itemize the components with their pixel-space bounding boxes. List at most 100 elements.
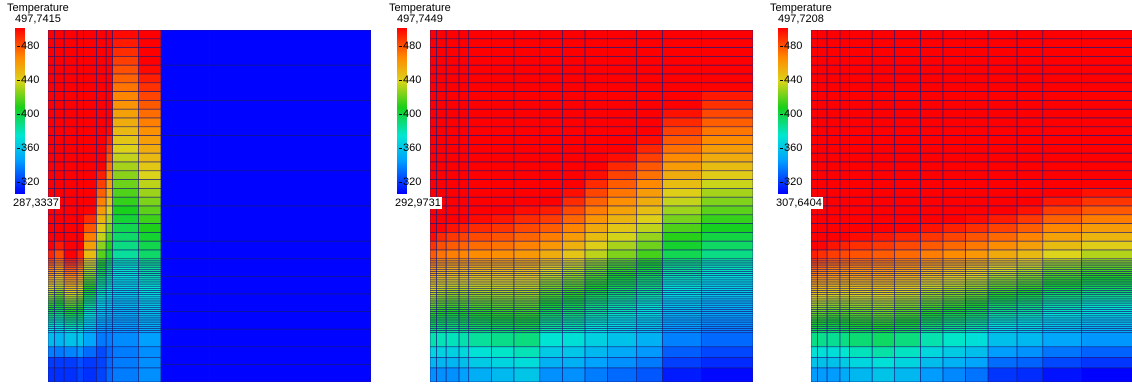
mesh-cell [871, 319, 896, 323]
mesh-cell [811, 330, 818, 334]
mesh-cell [562, 240, 586, 251]
mesh-cell [209, 135, 371, 172]
mesh-cell [513, 311, 541, 315]
mesh-cell [817, 264, 828, 268]
mesh-cell [636, 290, 663, 293]
temperature-field-plot [811, 30, 1132, 382]
mesh-cell [105, 307, 113, 310]
mesh-cell [138, 328, 162, 331]
mesh-cell [562, 64, 586, 75]
mesh-cell [826, 296, 841, 300]
mesh-cell [436, 56, 447, 66]
mesh-cell [562, 319, 586, 323]
mesh-cell [48, 240, 55, 251]
mesh-cell [491, 152, 515, 163]
mesh-cell [54, 144, 65, 154]
mesh-cell [96, 275, 107, 279]
mesh-cell [636, 285, 663, 289]
mesh-cell [76, 300, 84, 304]
mesh-cell [513, 367, 541, 382]
mesh-cell [63, 285, 78, 289]
mesh-cell [1016, 126, 1044, 136]
mesh-cell [63, 144, 78, 154]
mesh-cell [607, 328, 638, 331]
mesh-cell [105, 144, 113, 154]
mesh-cell [562, 317, 586, 321]
mesh-cell [942, 346, 966, 358]
mesh-cell [811, 258, 818, 262]
mesh-cell [871, 277, 896, 281]
mesh-cell [468, 275, 492, 279]
mesh-cell [965, 73, 989, 84]
mesh-cell [811, 283, 818, 287]
mesh-cell [105, 357, 113, 369]
mesh-cell [430, 321, 437, 325]
mesh-cell [96, 135, 107, 145]
mesh-cell [63, 38, 78, 48]
mesh-cell [701, 223, 753, 233]
mesh-cell [458, 273, 470, 276]
mesh-cell [83, 144, 97, 154]
mesh-cell [76, 232, 84, 242]
mesh-cell [965, 240, 989, 251]
mesh-cell [1081, 323, 1132, 327]
mesh-cell [83, 214, 97, 224]
mesh-cell [430, 223, 437, 233]
mesh-cell [839, 108, 850, 119]
mesh-cell [458, 269, 470, 272]
mesh-cell [826, 100, 841, 110]
mesh-cell [491, 311, 515, 315]
mesh-cell [430, 298, 437, 302]
mesh-cell [701, 307, 753, 310]
mesh-cell [942, 300, 966, 304]
mesh-cell [138, 108, 162, 119]
mesh-cell [849, 179, 873, 189]
mesh-cell [105, 232, 113, 242]
mesh-cell [539, 188, 563, 198]
mesh-cell [54, 290, 65, 293]
mesh-cell [987, 346, 1018, 358]
mesh-cell [105, 281, 113, 285]
mesh-cell [54, 269, 65, 272]
mesh-cell [1042, 170, 1082, 180]
mesh-cell [920, 249, 944, 260]
mesh-cell [76, 82, 84, 92]
mesh-cell [987, 144, 1018, 154]
mesh-cell [607, 317, 638, 321]
mesh-cell [662, 357, 702, 369]
mesh-cell [920, 317, 944, 321]
mesh-cell [1016, 30, 1044, 40]
mesh-cell [96, 323, 107, 327]
mesh-cell [445, 309, 460, 312]
mesh-cell [920, 126, 944, 136]
mesh-cell [513, 302, 541, 306]
mesh-cell [513, 290, 541, 293]
mesh-cell [539, 144, 563, 154]
mesh-cell [965, 223, 989, 233]
mesh-cell [112, 56, 139, 66]
mesh-cell [513, 275, 541, 279]
mesh-cell [817, 302, 828, 306]
mesh-cell [920, 144, 944, 154]
mesh-cell [112, 144, 139, 154]
mesh-cell [894, 266, 921, 270]
mesh-cell [539, 315, 563, 319]
mesh-cell [849, 309, 873, 312]
mesh-cell [826, 307, 841, 310]
mesh-cell [920, 326, 944, 329]
mesh-cell [811, 161, 818, 172]
mesh-cell [584, 144, 608, 154]
mesh-cell [894, 100, 921, 110]
mesh-cell [584, 91, 608, 101]
mesh-cell [1016, 279, 1044, 283]
mesh-cell [607, 126, 638, 136]
mesh-cell [811, 294, 818, 298]
mesh-cell [1081, 161, 1132, 172]
mesh-cell [1016, 269, 1044, 272]
mesh-cell [63, 56, 78, 66]
mesh-cell [48, 38, 55, 48]
mesh-cell [54, 285, 65, 289]
mesh-cell [112, 277, 139, 281]
mesh-cell [83, 279, 97, 283]
mesh-cell [63, 82, 78, 92]
